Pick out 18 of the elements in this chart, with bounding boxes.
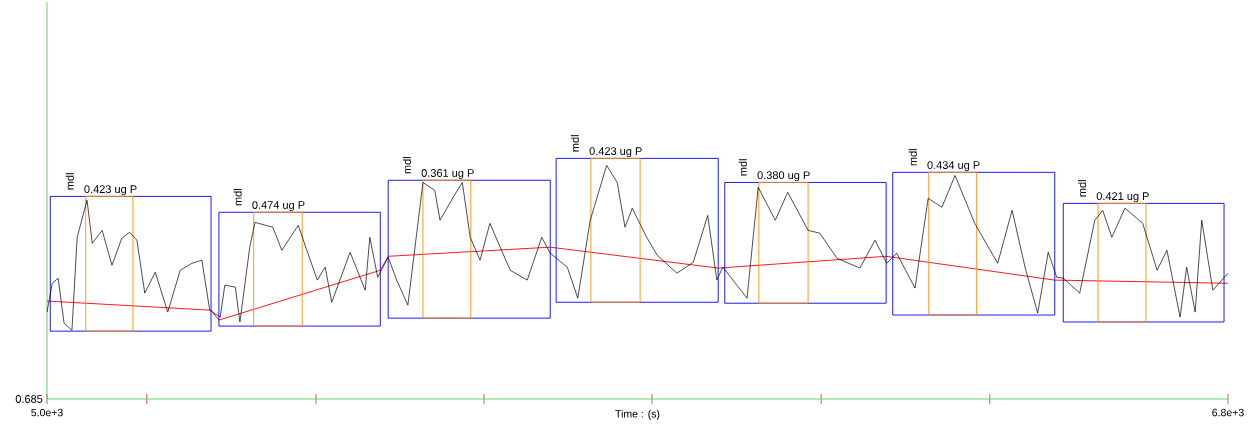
annotation: mdl xyxy=(1078,180,1087,197)
annotation: 0.361 ug P xyxy=(421,169,474,180)
annotation: mdl xyxy=(908,149,917,166)
annotation: 0.474 ug P xyxy=(252,201,305,212)
x-tick-label: 5.0e+3 xyxy=(31,408,63,417)
annotation: 0.423 ug P xyxy=(589,147,642,158)
annotation: 0.423 ug P xyxy=(84,185,137,196)
x-tick-label: 6.8e+3 xyxy=(1212,408,1244,417)
annotation: mdl xyxy=(738,159,747,176)
annotation: mdl xyxy=(570,135,579,152)
annotation: 0.380 ug P xyxy=(757,171,810,182)
annotation: mdl xyxy=(65,173,74,190)
text: 0.685 xyxy=(15,395,43,403)
x-axis-title: Time : (s) xyxy=(615,409,660,420)
annotation: 0.421 ug P xyxy=(1096,192,1149,203)
annotation: mdl xyxy=(402,157,411,174)
annotation: 0.434 ug P xyxy=(927,161,980,172)
annotation: mdl xyxy=(233,189,242,206)
